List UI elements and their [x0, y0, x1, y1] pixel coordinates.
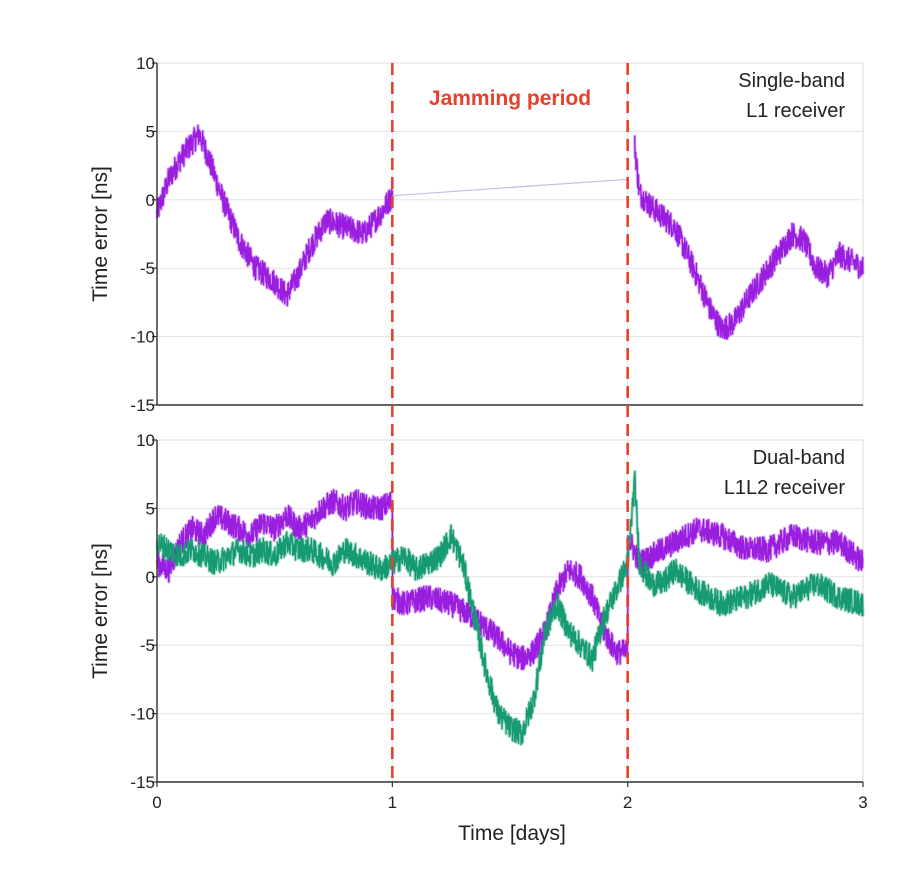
series-layer	[155, 123, 865, 747]
panel-top-annotation-line: Single-band	[738, 70, 845, 92]
y-tick-label: -15	[130, 396, 155, 415]
panel-top-annotation-line: L1 receiver	[746, 100, 845, 122]
panel-bottom-series-0	[155, 488, 865, 671]
y-tick-label: 0	[146, 568, 155, 587]
jamming-period-label: Jamming period	[429, 87, 591, 110]
panel-bottom-annotation-line: Dual-band	[753, 447, 845, 469]
y-tick-label: -10	[130, 705, 155, 724]
y-tick-label: 10	[136, 54, 155, 73]
series-line	[156, 489, 864, 670]
series-line	[156, 124, 393, 307]
y-tick-label: 0	[146, 191, 155, 210]
y-tick-label: -10	[130, 328, 155, 347]
x-tick-label: 1	[388, 793, 397, 812]
series-line	[156, 470, 864, 746]
x-tick-label: 0	[152, 793, 161, 812]
series-line	[634, 135, 864, 340]
y-axis-title: Time error [ns]	[89, 543, 112, 679]
panel-top-series-1	[392, 178, 628, 197]
jamming-layer	[391, 63, 629, 782]
y-tick-label: -15	[130, 773, 155, 792]
x-tick-label: 2	[623, 793, 632, 812]
panel-bottom-annotation-line: L1L2 receiver	[724, 477, 846, 499]
y-tick-label: -5	[140, 636, 155, 655]
y-tick-label: 5	[146, 499, 155, 518]
series-halo	[155, 469, 865, 747]
axes-layer	[152, 62, 864, 787]
series-halo	[633, 135, 865, 341]
panel-top-series-2	[633, 135, 865, 341]
x-axis-title: Time [days]	[458, 822, 566, 845]
y-tick-label: 5	[146, 122, 155, 141]
series-line	[392, 178, 628, 197]
panel-bottom-series-1	[155, 469, 865, 747]
grid-layer	[156, 62, 864, 783]
y-axis-title: Time error [ns]	[89, 166, 112, 302]
y-tick-label: 10	[136, 431, 155, 450]
panel-top-series-0	[155, 123, 394, 308]
y-tick-label: -5	[140, 259, 155, 278]
x-tick-label: 3	[858, 793, 867, 812]
